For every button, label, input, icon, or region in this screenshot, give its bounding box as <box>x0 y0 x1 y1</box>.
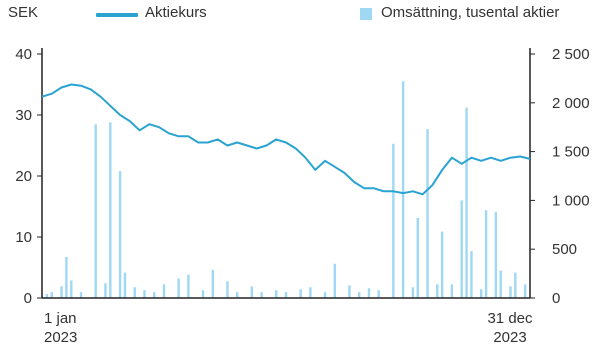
volume-bar <box>70 280 73 298</box>
legend-volume-swatch <box>360 8 372 20</box>
legend-price-label: Aktiekurs <box>145 4 207 21</box>
volume-bar <box>143 290 146 298</box>
volume-bar <box>411 287 415 298</box>
volume-bar <box>401 81 405 298</box>
x-label-start-line1: 1 jan <box>44 310 77 327</box>
volume-bar <box>367 288 371 298</box>
volume-bar <box>470 251 473 298</box>
volume-bar <box>323 292 327 298</box>
volume-bar <box>60 286 63 298</box>
volume-bar <box>94 124 97 298</box>
volume-bar <box>79 292 83 298</box>
left-tick-label: 20 <box>15 168 32 185</box>
x-label-end-line1: 31 dec <box>487 310 533 327</box>
volume-bar <box>392 143 395 298</box>
volume-bar <box>65 257 68 298</box>
volume-bar <box>509 286 512 298</box>
volume-bar <box>484 210 488 298</box>
right-tick-label: 1 000 <box>552 192 590 209</box>
volume-bar <box>123 272 127 298</box>
volume-bar <box>118 171 122 298</box>
volume-bar <box>333 263 336 298</box>
volume-bar <box>480 289 483 298</box>
volume-bar <box>494 212 498 298</box>
volume-bar <box>460 200 463 298</box>
right-tick-label: 2 000 <box>552 95 590 112</box>
volume-bar <box>377 290 380 298</box>
volume-bar <box>499 270 502 298</box>
right-tick-label: 2 500 <box>552 46 590 63</box>
left-tick-label: 30 <box>15 107 32 124</box>
volume-bar <box>275 290 278 298</box>
right-tick-label: 1 500 <box>552 144 590 161</box>
volume-bar <box>440 231 444 298</box>
volume-bar <box>426 129 429 298</box>
volume-bar <box>45 294 49 298</box>
volume-bar <box>436 284 439 298</box>
x-label-start-line2: 2023 <box>44 329 77 345</box>
volume-bar <box>153 292 156 298</box>
volume-bar <box>250 286 254 298</box>
volume-bar <box>104 283 107 298</box>
volume-bar <box>133 287 136 298</box>
volume-bar <box>260 292 263 298</box>
volume-bar <box>299 289 302 298</box>
volume-bar <box>50 292 53 298</box>
left-tick-label: 10 <box>15 229 32 246</box>
left-tick-label: 0 <box>24 290 32 307</box>
volume-bar <box>416 217 419 298</box>
price-line <box>41 83 531 196</box>
x-label-end-line2: 2023 <box>493 329 526 345</box>
volume-bar <box>236 292 239 298</box>
volume-bar <box>201 290 205 298</box>
volume-bar <box>514 272 517 298</box>
volume-bar <box>348 285 351 298</box>
legend-price-swatch <box>96 13 138 17</box>
left-tick-label: 40 <box>15 46 32 63</box>
left-axis-unit: SEK <box>8 4 39 21</box>
volume-bar <box>162 284 166 298</box>
volume-bar <box>523 284 527 298</box>
volume-bar <box>358 292 361 298</box>
volume-bar <box>226 281 229 298</box>
right-tick-label: 500 <box>552 241 577 258</box>
legend-volume-label: Omsättning, tusental aktier <box>381 4 560 21</box>
volume-bar <box>109 122 112 298</box>
volume-bar <box>465 107 468 299</box>
right-tick-label: 0 <box>552 290 560 307</box>
volume-bar <box>450 284 454 298</box>
volume-bar <box>187 274 190 298</box>
volume-bar <box>211 269 214 298</box>
volume-bar <box>284 292 288 298</box>
volume-bar <box>177 278 180 298</box>
volume-bar <box>309 287 312 298</box>
